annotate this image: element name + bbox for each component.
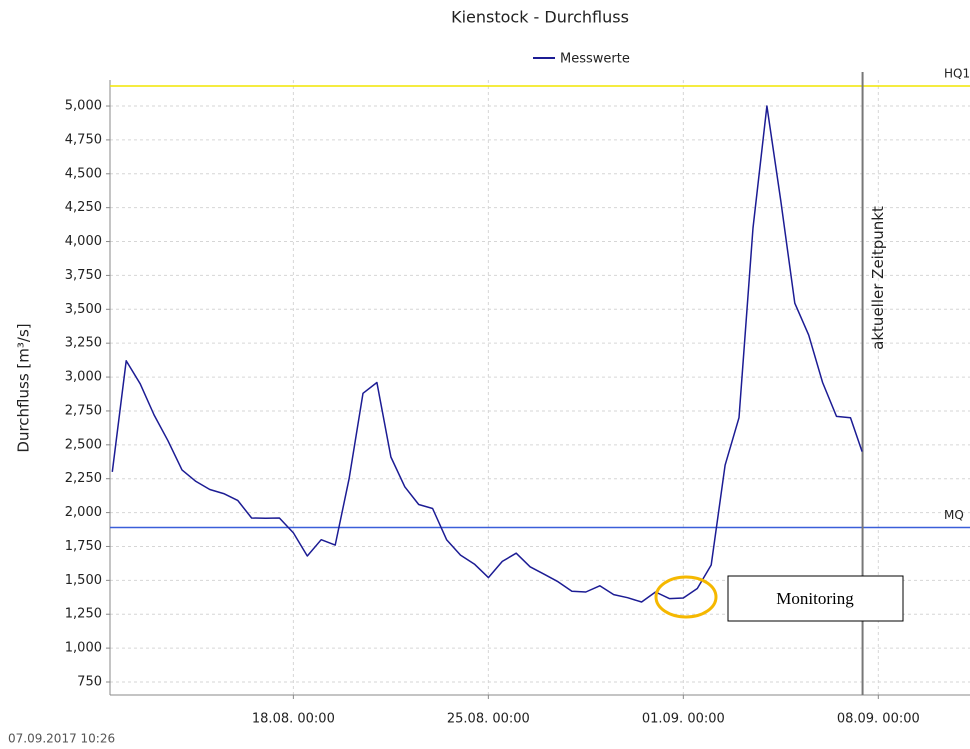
y-axis-label: Durchfluss [m³/s] [15,323,33,452]
y-tick-label: 4,000 [65,234,102,249]
y-tick-label: 1,750 [65,539,102,554]
y-tick-label: 1,250 [65,607,102,622]
footer: 07.09.2017 10:26 [8,732,115,746]
plot: 750 1,000 1,250 1,500 1,750 2,000 2,250 2,500 2,… [65,66,970,727]
y-tick-label: 1,000 [65,641,102,656]
y-tick-label: 2,250 [65,471,102,486]
annotation: Monitoring [776,589,854,608]
reference-label: MQ [944,508,964,522]
y-tick-label: 5,000 [65,99,102,114]
y-tick-label: 1,500 [65,573,102,588]
y-tick-label: 3,000 [65,370,102,385]
y-tick-label: 3,750 [65,268,102,283]
y-tick-label: 750 [77,674,102,689]
annotation-box [727,575,904,622]
y-tick-label: 4,250 [65,200,102,215]
reference-label: HQ1 [944,66,970,80]
x-tick-label: 25.08. 00:00 [447,712,530,727]
y-tick-label: 3,250 [65,336,102,351]
x-tick-label: 01.09. 00:00 [642,712,725,727]
y-tick-label: 2,000 [65,505,102,520]
x-tick-label: 18.08. 00:00 [252,712,335,727]
y-tick-label: 3,500 [65,302,102,317]
chart-title: Kienstock - Durchfluss [451,8,629,27]
current-time-label: aktueller Zeitpunkt [869,206,887,350]
y-tick-label: 2,500 [65,437,102,452]
data-line [111,105,863,603]
y-tick-label: 4,750 [65,132,102,147]
y-tick-label: 4,500 [65,166,102,181]
y-tick-label: 2,750 [65,403,102,418]
highlight-circle [654,575,718,619]
legend-label: Messwerte [560,52,630,67]
x-tick-label: 08.09. 00:00 [837,712,920,727]
